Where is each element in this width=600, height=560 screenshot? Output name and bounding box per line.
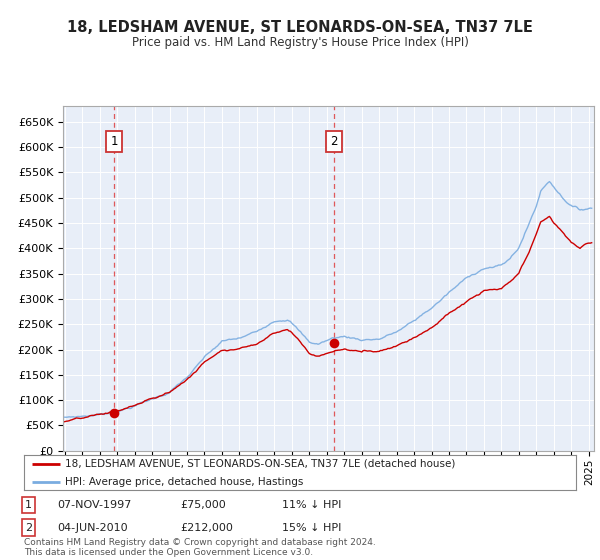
Text: £75,000: £75,000 bbox=[180, 500, 226, 510]
Text: 18, LEDSHAM AVENUE, ST LEONARDS-ON-SEA, TN37 7LE (detached house): 18, LEDSHAM AVENUE, ST LEONARDS-ON-SEA, … bbox=[65, 459, 456, 469]
Text: 07-NOV-1997: 07-NOV-1997 bbox=[57, 500, 131, 510]
Text: 2: 2 bbox=[25, 522, 32, 533]
Text: 1: 1 bbox=[110, 136, 118, 148]
Text: 2: 2 bbox=[331, 136, 338, 148]
Text: 11% ↓ HPI: 11% ↓ HPI bbox=[282, 500, 341, 510]
Text: HPI: Average price, detached house, Hastings: HPI: Average price, detached house, Hast… bbox=[65, 477, 304, 487]
Text: £212,000: £212,000 bbox=[180, 522, 233, 533]
Text: 15% ↓ HPI: 15% ↓ HPI bbox=[282, 522, 341, 533]
Text: Contains HM Land Registry data © Crown copyright and database right 2024.
This d: Contains HM Land Registry data © Crown c… bbox=[24, 538, 376, 557]
Text: Price paid vs. HM Land Registry's House Price Index (HPI): Price paid vs. HM Land Registry's House … bbox=[131, 36, 469, 49]
Text: 1: 1 bbox=[25, 500, 32, 510]
Text: 18, LEDSHAM AVENUE, ST LEONARDS-ON-SEA, TN37 7LE: 18, LEDSHAM AVENUE, ST LEONARDS-ON-SEA, … bbox=[67, 20, 533, 35]
Text: 04-JUN-2010: 04-JUN-2010 bbox=[57, 522, 128, 533]
